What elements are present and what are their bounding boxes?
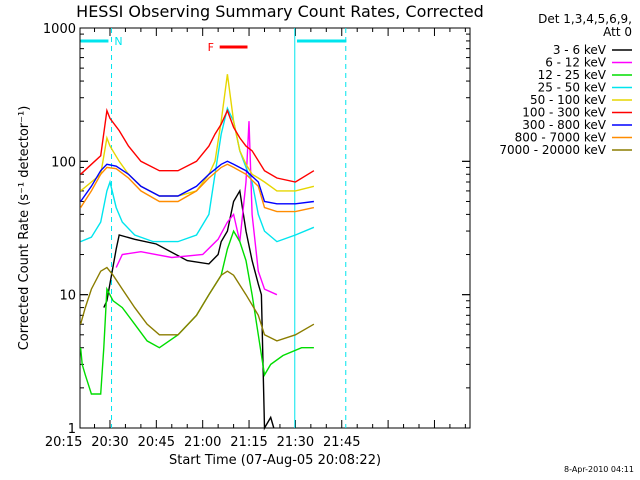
y-tick-label: 1000 xyxy=(43,22,76,37)
x-tick-label: 20:30 xyxy=(91,435,128,450)
series-line-0 xyxy=(103,188,275,431)
legend-label-4: 50 - 100 keV xyxy=(530,93,607,107)
legend-label-7: 800 - 7000 keV xyxy=(515,131,607,145)
series-line-8 xyxy=(79,266,315,342)
series-line-4 xyxy=(80,74,315,197)
series-line-1 xyxy=(115,121,278,296)
series-line-3 xyxy=(80,106,315,243)
legend-label-8: 7000 - 20000 keV xyxy=(499,143,606,157)
legend-label-6: 300 - 800 keV xyxy=(522,118,606,132)
footer-timestamp: 8-Apr-2010 04:11 xyxy=(564,465,634,474)
x-tick-label: 21:30 xyxy=(277,435,314,450)
annotation-label-N: N xyxy=(114,35,122,48)
y-axis-label: Corrected Count Rate (s⁻¹ detector⁻¹) xyxy=(17,106,32,351)
series-line-7 xyxy=(80,163,315,213)
x-tick-label: 20:15 xyxy=(45,435,82,450)
series-line-6 xyxy=(80,160,314,205)
legend-label-0: 3 - 6 keV xyxy=(553,43,607,57)
plot-frame xyxy=(79,27,471,429)
legend-label-2: 12 - 25 keV xyxy=(538,68,607,82)
legend-header-att: Att 0 xyxy=(603,25,632,39)
y-tick-label: 100 xyxy=(51,155,76,170)
y-tick-label: 1 xyxy=(68,422,76,437)
legend-label-5: 100 - 300 keV xyxy=(522,106,606,120)
chart-title: HESSI Observing Summary Count Rates, Cor… xyxy=(76,2,484,21)
x-tick-label: 21:00 xyxy=(184,435,221,450)
x-axis-label: Start Time (07-Aug-05 20:08:22) xyxy=(169,453,381,468)
legend-header-det: Det 1,3,4,5,6,9, xyxy=(538,12,632,26)
annotation-label-F: F xyxy=(208,41,214,54)
x-tick-label: 20:45 xyxy=(138,435,175,450)
legend-label-3: 25 - 50 keV xyxy=(538,81,607,95)
series-line-5 xyxy=(80,107,315,183)
y-tick-label: 10 xyxy=(59,289,76,304)
legend-label-1: 6 - 12 keV xyxy=(545,56,607,70)
x-tick-label: 21:45 xyxy=(323,435,360,450)
x-tick-label: 21:15 xyxy=(230,435,267,450)
